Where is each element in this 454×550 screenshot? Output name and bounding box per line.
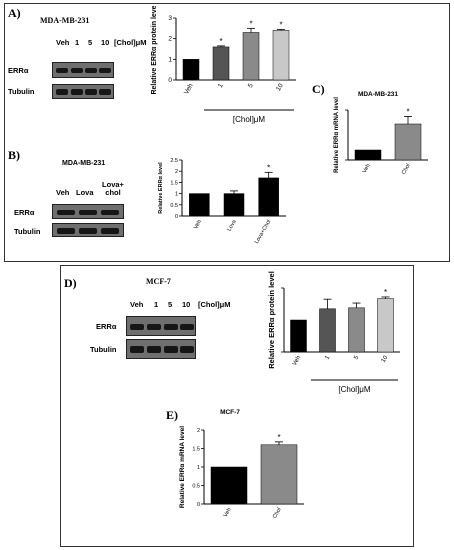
blot-b-lane-1: Veh xyxy=(56,188,70,197)
blot-a-title: MDA-MB-231 xyxy=(40,16,90,25)
chart-e-ytick-label: 2 xyxy=(197,428,200,434)
blot-d-erra-image xyxy=(126,316,196,336)
chart-b-bar xyxy=(223,193,245,217)
chart-b-ytick-label: 1 xyxy=(175,192,178,198)
chart-c-bar xyxy=(394,123,422,161)
chart-b-xtick-label: Lova xyxy=(227,218,239,232)
blot-d-lane-4: 10 xyxy=(182,300,191,309)
chart-c-bar xyxy=(354,149,382,161)
panel-label-a: A) xyxy=(8,6,21,20)
chart-c-xtick-label: Chol xyxy=(401,163,412,176)
blot-a-erra-image xyxy=(52,62,114,78)
blot-d-lane-3: 5 xyxy=(168,300,173,309)
chart-b-ytick-label: 0 xyxy=(175,214,178,220)
chart-c-xtick-label: Veh xyxy=(362,163,372,174)
blot-b-lane-3: Lova+ chol xyxy=(102,180,124,197)
chart-e-ytick-label: 0 xyxy=(197,502,200,508)
blot-d-row-tubulin: Tubulin xyxy=(90,345,117,354)
chart-b-ytick-label: 2 xyxy=(175,169,178,175)
panel-label-e: E) xyxy=(166,408,178,422)
chart-b-xtick-label: Lova+Chol xyxy=(254,219,272,245)
chart-e-ytick-label: 0.5 xyxy=(192,484,200,490)
chart-e-significance-mark: * xyxy=(277,433,280,442)
chart-d-bar xyxy=(348,307,365,353)
chart-a-xtick-label: 10 xyxy=(275,82,285,92)
blot-b-lane-2: Lova xyxy=(76,188,94,197)
chart-b-ytick-label: 1.5 xyxy=(170,180,178,186)
chart-a-bar xyxy=(212,46,230,81)
chart-d-bar xyxy=(319,308,336,353)
blot-d-lane-2: 1 xyxy=(154,300,159,309)
chart-b-bar xyxy=(189,193,210,217)
chart-d-ylabel: Relative ERRα protein level xyxy=(267,271,276,369)
chart-e-xtick-label: Veh xyxy=(223,507,233,518)
chart-a-bar xyxy=(242,32,260,81)
chart-a-xtick-label: 5 xyxy=(247,82,255,89)
blot-a-tubulin-image xyxy=(52,84,114,99)
chart-c: MDA-MB-231 Relative ERRα mRNA level Veh * Ch… xyxy=(334,91,428,176)
chart-e-title: MCF-7 xyxy=(220,409,240,416)
chart-a-significance-mark: * xyxy=(249,19,252,28)
blot-b-erra-image xyxy=(52,204,124,219)
panel-label-b: B) xyxy=(8,148,20,162)
chart-e-ytick-label: 1 xyxy=(197,465,200,471)
blot-b-row-erra: ERRα xyxy=(14,208,35,217)
chart-a-xtick-label: Veh xyxy=(183,82,195,96)
blot-a-lane-4: 10 xyxy=(101,38,110,47)
chart-a-ytick-label: 2 xyxy=(168,36,172,43)
chart-b-ytick-label: 2.5 xyxy=(170,158,178,164)
chart-b: 0 0.5 1 1.5 2 2.5 Relative ERRα level Veh Lova * L… xyxy=(158,158,286,245)
chart-b-ytick-label: 0.5 xyxy=(170,203,178,209)
chart-d-xtick-label: 5 xyxy=(353,354,360,360)
chart-a-ytick-label: 0 xyxy=(168,77,172,84)
chart-b-significance-mark: * xyxy=(267,163,270,172)
chart-d-significance-mark: * xyxy=(384,288,387,297)
chart-a-ytick-label: 3 xyxy=(168,15,172,22)
chart-e-bar xyxy=(260,444,298,505)
blot-b-row-tubulin: Tubulin xyxy=(14,227,41,236)
blot-d-tubulin-image xyxy=(126,339,196,359)
chart-c-significance-mark: * xyxy=(406,108,409,117)
chart-e-xtick-label: Chol xyxy=(272,507,283,520)
chart-a-ylabel: Relative ERRα protein level xyxy=(151,6,158,95)
chart-a-xtick-label: 1 xyxy=(217,82,225,89)
blot-a-lane-3: 5 xyxy=(88,38,93,47)
chart-e-ytick-label: 1.5 xyxy=(192,447,200,453)
blot-a-row-tubulin: Tubulin xyxy=(8,87,35,96)
chart-c-title: MDA-MB-231 xyxy=(358,91,398,98)
panel-label-d: D) xyxy=(64,276,77,290)
chart-c-ylabel: Relative ERRα mRNA level xyxy=(334,97,340,173)
chart-a-bar xyxy=(182,59,200,81)
blot-d-unit: [Chol]μM xyxy=(198,300,231,309)
blot-d-title: MCF-7 xyxy=(146,277,171,286)
chart-d-bar xyxy=(377,298,394,353)
chart-a-significance-mark: * xyxy=(279,20,282,29)
blot-a-lane-2: 1 xyxy=(75,38,80,47)
panel-label-c: C) xyxy=(312,82,325,96)
chart-d: Relative ERRα protein level Veh 1 5 * 10 [Chol… xyxy=(267,271,400,394)
chart-a-xlabel: [Chol]μM xyxy=(233,115,266,124)
chart-d-xtick-label: 10 xyxy=(381,354,390,363)
chart-b-bar xyxy=(258,177,279,217)
chart-e-bar xyxy=(210,466,248,505)
chart-b-ylabel: Relative ERRα level xyxy=(158,162,164,214)
chart-d-bar xyxy=(290,319,307,353)
chart-d-xtick-label: 1 xyxy=(324,354,331,360)
blot-d-lane-1: Veh xyxy=(130,300,144,309)
blot-b-tubulin-image xyxy=(52,223,124,237)
chart-d-xlabel: [Chol]μM xyxy=(338,385,371,394)
chart-a-significance-mark: * xyxy=(219,37,222,46)
blot-a-row-erra: ERRα xyxy=(8,66,29,75)
chart-b-xtick-label: Veh xyxy=(193,219,203,230)
blot-a-lane-1: Veh xyxy=(56,38,70,47)
chart-a: 0 1 2 3 Relative ERRα protein level Veh * 1 * 5 * 1… xyxy=(151,6,296,124)
blot-d-row-erra: ERRα xyxy=(96,322,117,331)
chart-a-ytick-label: 1 xyxy=(168,56,172,63)
chart-e: MCF-7 0 0.5 1 1.5 2 Relative ERRα mRNA level Ve… xyxy=(179,409,304,520)
chart-d-xtick-label: Veh xyxy=(292,355,302,367)
chart-e-ylabel: Relative ERRα mRNA level xyxy=(179,426,186,508)
blot-a-unit: [Chol]μM xyxy=(114,38,147,47)
chart-a-bar xyxy=(272,30,290,81)
blot-b-title: MDA-MB-231 xyxy=(62,160,106,167)
